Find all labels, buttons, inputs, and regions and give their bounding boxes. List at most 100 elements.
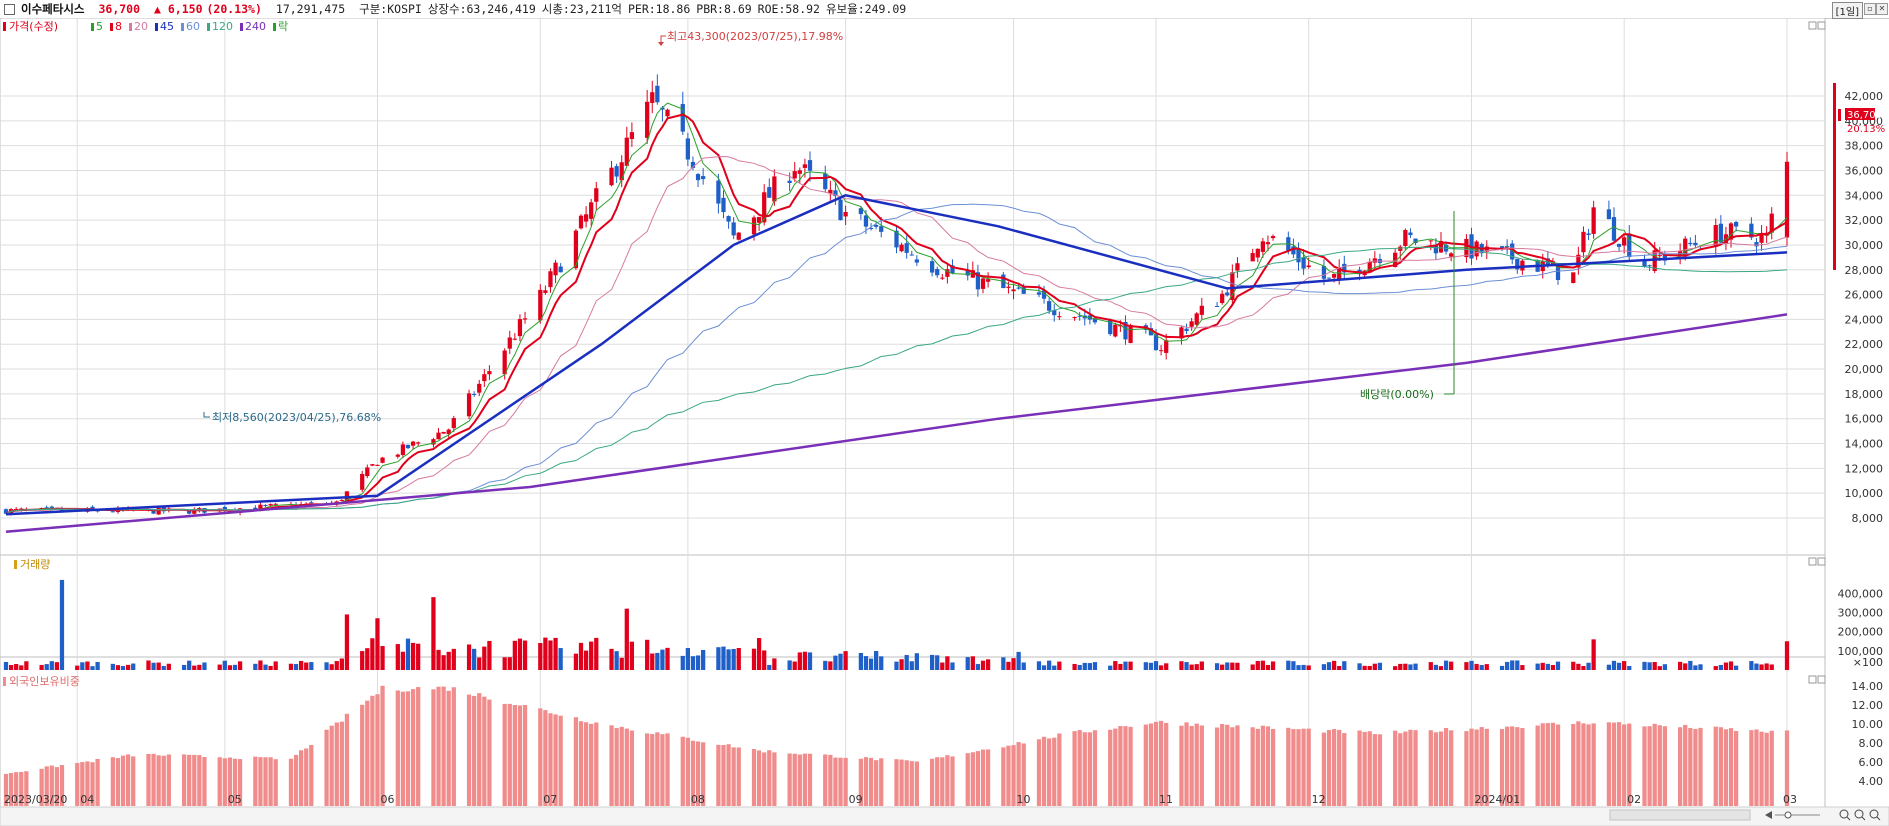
volume-bar bbox=[446, 651, 451, 670]
volume-bar bbox=[1342, 661, 1347, 670]
candle-body bbox=[1662, 253, 1668, 261]
volume-bar bbox=[1713, 666, 1718, 670]
foreign-ratio-bar bbox=[451, 687, 456, 806]
foreign-ratio-bar bbox=[8, 773, 14, 806]
volume-bar bbox=[573, 653, 579, 670]
pbr-value: PBR:8.69 bbox=[696, 2, 752, 16]
volume-bar bbox=[222, 660, 227, 670]
foreign-ratio-bar bbox=[721, 744, 726, 806]
candle-body bbox=[1367, 261, 1372, 273]
candle-body bbox=[1591, 207, 1596, 234]
period-button[interactable]: [1일] bbox=[1831, 2, 1863, 19]
foreign-ratio-bar bbox=[1184, 722, 1189, 806]
candle-body bbox=[1733, 221, 1739, 227]
volume-bar bbox=[751, 648, 757, 670]
foreign-ratio-bar bbox=[263, 757, 268, 806]
foreign-ratio-bar bbox=[365, 700, 370, 806]
volume-bar bbox=[512, 640, 517, 670]
candle-body bbox=[736, 232, 741, 240]
foreign-panel-max-icon[interactable] bbox=[1808, 675, 1817, 684]
candle-body bbox=[583, 214, 589, 222]
candle-body bbox=[1255, 248, 1260, 258]
x-tick-label: 09 bbox=[849, 793, 863, 806]
candle-body bbox=[940, 277, 945, 279]
candle-body bbox=[253, 507, 258, 510]
price-panel-close-icon[interactable] bbox=[1817, 21, 1826, 30]
candle-body bbox=[1270, 236, 1276, 239]
volume-bar bbox=[1769, 664, 1774, 670]
price-change-pct: (20.13%) bbox=[206, 2, 262, 16]
candle-body bbox=[1036, 292, 1042, 295]
volume-bar bbox=[1586, 662, 1591, 670]
candle-body bbox=[522, 318, 528, 320]
volume-bar bbox=[909, 661, 914, 670]
minimize-icon[interactable]: ▫ bbox=[1864, 3, 1876, 15]
foreign-ratio-bar bbox=[950, 756, 955, 806]
foreign-ratio-bar bbox=[1571, 724, 1576, 806]
foreign-panel-close-icon[interactable] bbox=[1817, 675, 1826, 684]
price-panel-max-icon[interactable] bbox=[1808, 21, 1817, 30]
foreign-ratio-bar bbox=[85, 761, 90, 806]
candle-body bbox=[1688, 242, 1693, 245]
volume-bar bbox=[823, 660, 828, 670]
foreign-ratio-bar bbox=[110, 757, 115, 806]
x-tick-label: 12 bbox=[1312, 793, 1326, 806]
candle-body bbox=[1296, 249, 1301, 263]
foreign-ratio-bar bbox=[1464, 731, 1469, 806]
volume-bar bbox=[1545, 663, 1550, 670]
candle-body bbox=[1693, 242, 1698, 246]
price-tick-label: 36,000 bbox=[1845, 164, 1884, 177]
candle-body bbox=[645, 101, 650, 138]
volume-bar bbox=[1652, 662, 1657, 670]
foreign-ratio-bar bbox=[502, 703, 507, 806]
price-tick-label: 28,000 bbox=[1845, 264, 1884, 277]
foreign-ratio-bar bbox=[131, 756, 136, 806]
candle-body bbox=[1342, 263, 1347, 273]
price-panel[interactable] bbox=[0, 18, 1826, 556]
candle-body bbox=[1326, 277, 1332, 279]
zoom-reset-icon[interactable] bbox=[1869, 809, 1881, 821]
volume-panel[interactable] bbox=[0, 554, 1826, 658]
volume-bar bbox=[293, 664, 299, 670]
candle-body bbox=[1759, 233, 1764, 243]
foreign-ratio-bar bbox=[1265, 726, 1271, 806]
volume-bar bbox=[1611, 660, 1617, 670]
candle-body bbox=[1006, 286, 1011, 288]
foreign-ratio-bar bbox=[1128, 726, 1133, 806]
foreign-ratio-bar bbox=[125, 754, 131, 806]
volume-bar bbox=[1647, 662, 1652, 670]
foreign-ratio-bar bbox=[1433, 732, 1439, 806]
zoom-in-icon[interactable] bbox=[1854, 809, 1866, 821]
zoom-out-icon[interactable] bbox=[1839, 809, 1851, 821]
foreign-ratio-bar bbox=[1723, 729, 1729, 806]
foreign-ratio-bar bbox=[334, 722, 339, 806]
volume-bar bbox=[1555, 661, 1561, 670]
scroll-right-icon[interactable] bbox=[1765, 811, 1772, 819]
close-icon[interactable]: ✕ bbox=[1876, 3, 1888, 15]
volume-bar bbox=[3, 661, 9, 670]
zoom-slider-handle[interactable] bbox=[1784, 811, 1792, 819]
volume-bar bbox=[1296, 665, 1301, 670]
volume-bar bbox=[1433, 664, 1439, 670]
candle-body bbox=[838, 199, 843, 221]
select-checkbox[interactable] bbox=[4, 3, 15, 15]
volume-bar bbox=[594, 637, 599, 670]
foreign-ratio-bar bbox=[1581, 723, 1586, 806]
volume-bar bbox=[762, 650, 767, 670]
candle-body bbox=[44, 507, 49, 509]
candle-body bbox=[1657, 255, 1662, 257]
volume-panel-max-icon[interactable] bbox=[1808, 557, 1817, 566]
volume-bar bbox=[477, 657, 482, 670]
candle-body bbox=[1337, 267, 1342, 280]
volume-bar bbox=[1337, 666, 1342, 670]
foreign-ratio-bar bbox=[1611, 722, 1617, 806]
volume-bar bbox=[1036, 661, 1042, 670]
horizontal-scrollbar[interactable] bbox=[1609, 809, 1751, 821]
volume-bar bbox=[1057, 661, 1062, 670]
stock-name[interactable]: 이수페타시스 bbox=[21, 2, 85, 16]
foreign-ratio-bar bbox=[1647, 726, 1652, 806]
volume-panel-close-icon[interactable] bbox=[1817, 557, 1826, 566]
stock-chart[interactable]: 가격(수정) 5 8 20 45 60 120 240 락 거래량 외국인보유비중 8,000… bbox=[0, 18, 1889, 826]
candle-body bbox=[1225, 292, 1230, 296]
foreign-ratio-bar bbox=[843, 757, 848, 806]
